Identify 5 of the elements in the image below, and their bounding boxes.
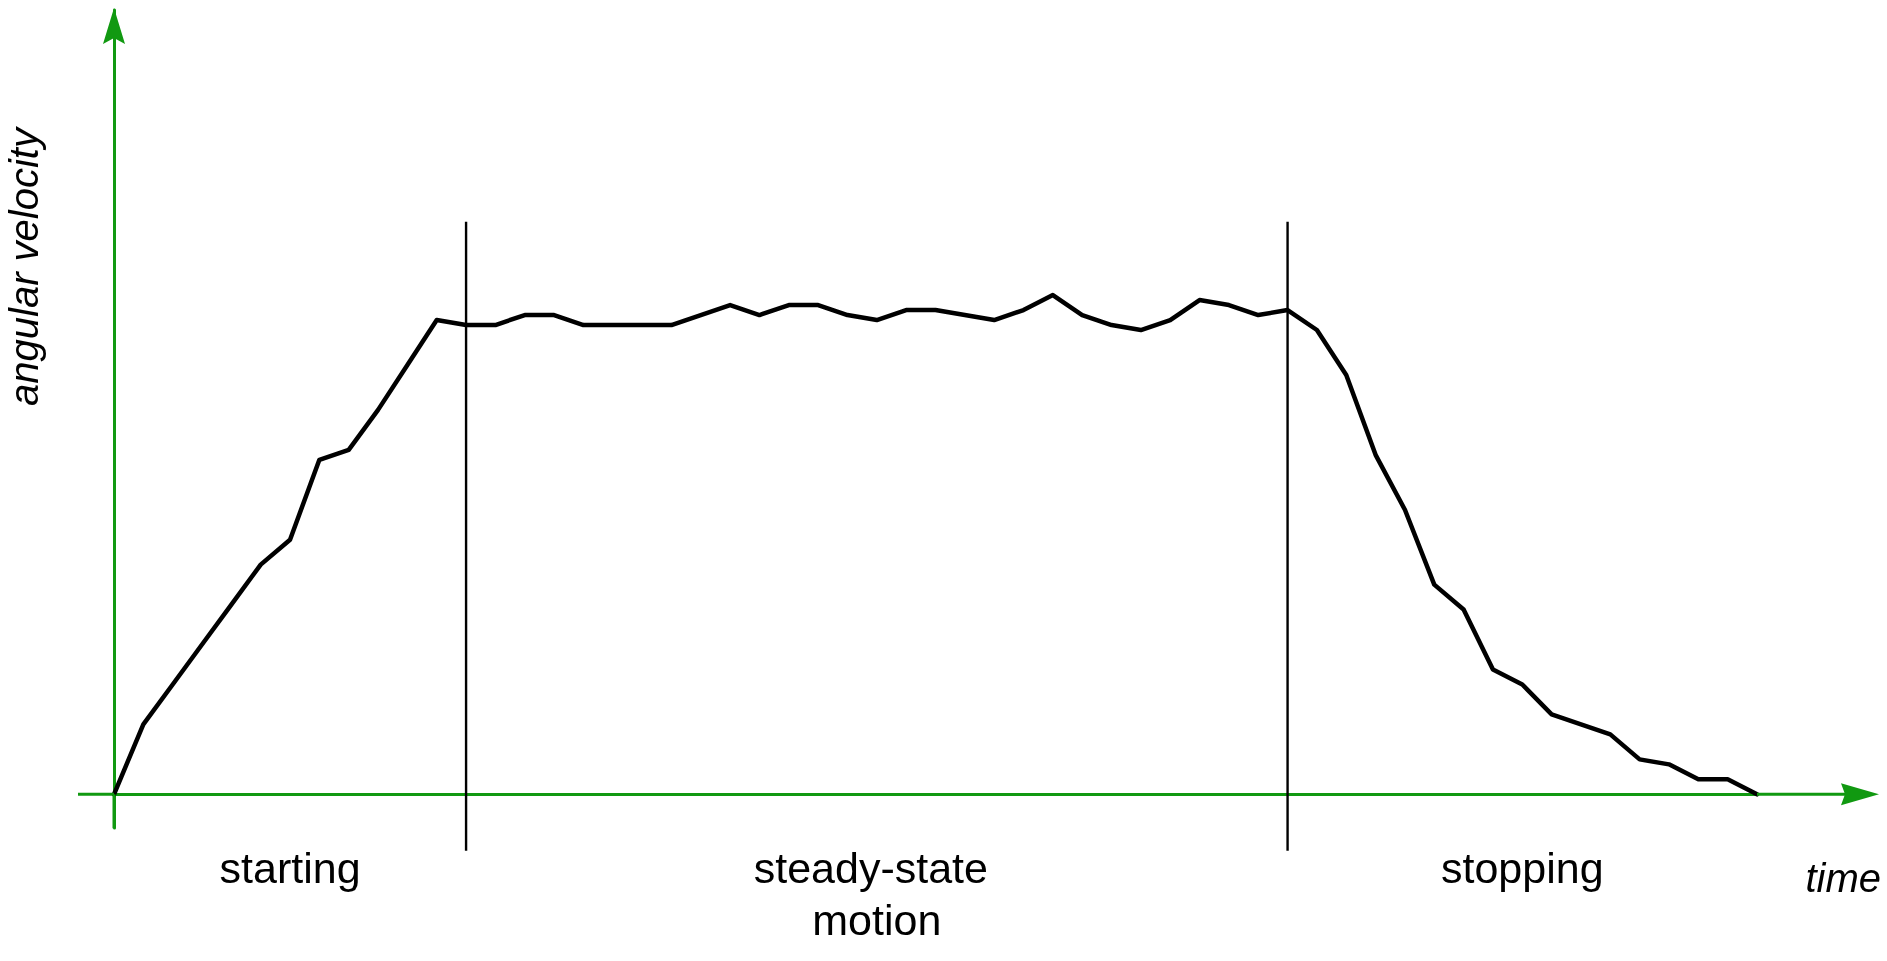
y-axis-title: angular velocity	[2, 125, 46, 406]
x-axis-title: time	[1805, 856, 1882, 900]
text: stopping	[1441, 844, 1604, 893]
text: starting	[219, 844, 361, 893]
text: steady-state motion	[753, 844, 1000, 945]
